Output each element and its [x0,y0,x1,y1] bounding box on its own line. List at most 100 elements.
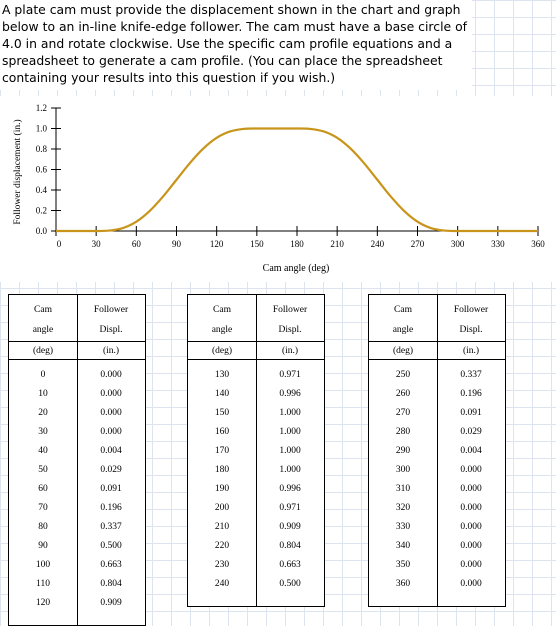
cam-angle-cell: 320 [395,502,411,513]
table-row: 360 0.000 [369,574,505,593]
displacement-cell: 0.971 [279,369,301,380]
x-axis-label: Cam angle (deg) [263,263,330,274]
table-row: 280 0.029 [369,422,505,441]
table-row: 150 1.000 [188,403,324,422]
table-row: 170 1.000 [188,441,324,460]
displacement-cell: 0.000 [460,540,482,551]
table-row: 120 0.909 [9,593,145,612]
table-row: 220 0.804 [188,536,324,555]
question-text: A plate cam must provide the displacemen… [0,0,472,90]
displacement-cell: 1.000 [279,407,301,418]
cam-angle-cell: 50 [38,464,48,475]
table-row: 210 0.909 [188,517,324,536]
x-tick-label: 180 [290,239,304,249]
header-follower-displ: Follower [272,305,308,315]
table-row: 40 0.004 [9,441,145,460]
x-tick-label: 150 [250,239,264,249]
table-row: 0 0.000 [9,365,145,384]
displacement-chart: 0.0 0.2 0.4 0.6 0.8 1.0 1.2 0 30 60 90 120 150 180 210… [0,96,556,282]
cam-angle-cell: 290 [395,445,411,456]
cam-angle-cell: 270 [395,407,411,418]
header-cam-angle: (deg) [211,346,233,356]
x-tick-label: 360 [531,239,545,249]
header-follower-displ: Follower [93,305,129,315]
table-row: 130 0.971 [188,365,324,384]
cam-angle-cell: 250 [395,369,411,380]
x-tick-label: 90 [172,239,182,249]
table-row: 100 0.663 [9,555,145,574]
x-tick-label: 240 [371,239,385,249]
displacement-tables: Cam Follower angle Displ. (deg) (in.) 0 0.000 10… [0,288,556,626]
displacement-cell: 0.500 [279,578,301,589]
cam-angle-cell: 230 [214,559,230,570]
displacement-cell: 0.996 [279,388,301,399]
cam-angle-cell: 70 [38,502,48,513]
x-tick-label: 210 [330,239,344,249]
table-row: 60 0.091 [9,479,145,498]
cam-angle-cell: 10 [38,388,48,399]
cam-angle-cell: 80 [38,521,48,532]
cam-angle-cell: 170 [214,445,230,456]
cam-angle-cell: 90 [38,540,48,551]
displacement-cell: 0.091 [460,407,482,418]
displacement-cell: 0.337 [460,369,482,380]
cam-angle-cell: 210 [214,521,230,532]
y-axis-label: Follower displacement (in.) [12,119,23,224]
cam-angle-cell: 200 [214,502,230,513]
displacement-cell: 0.663 [100,559,122,570]
table-row: 10 0.000 [9,384,145,403]
table-row: 50 0.029 [9,460,145,479]
table-row: 80 0.337 [9,517,145,536]
header-follower-displ: Displ. [99,325,123,335]
header-cam-angle: Cam [213,305,231,315]
displacement-cell: 0.000 [460,464,482,475]
table-row: 240 0.500 [188,574,324,593]
displacement-table-1: Cam Follower angle Displ. (deg) (in.) 0 0.000 10… [8,294,146,626]
x-tick-label: 270 [411,239,425,249]
cam-angle-cell: 150 [214,407,230,418]
cam-angle-cell: 180 [214,464,230,475]
header-follower-displ: Displ. [459,325,483,335]
cam-angle-cell: 40 [38,445,48,456]
displacement-cell: 0.196 [100,502,122,513]
header-follower-displ: (in.) [102,346,120,356]
displacement-cell: 0.909 [279,521,301,532]
header-cam-angle: angle [32,325,54,335]
table-row: 340 0.000 [369,536,505,555]
displacement-table-3: Cam Follower angle Displ. (deg) (in.) 250 0.337… [368,294,506,607]
displacement-chart-svg: 0.0 0.2 0.4 0.6 0.8 1.0 1.2 0 30 60 90 120 150 180 210… [12,103,545,274]
header-cam-angle: Cam [34,305,52,315]
table-row: 90 0.500 [9,536,145,555]
displacement-cell: 0.804 [100,578,122,589]
cam-angle-cell: 220 [214,540,230,551]
y-tick-label: 1.0 [36,124,48,134]
x-tick-label: 120 [210,239,224,249]
displacement-cell: 0.029 [100,464,122,475]
cam-angle-cell: 20 [38,407,48,418]
table-row: 110 0.804 [9,574,145,593]
table-row: 330 0.000 [369,517,505,536]
cam-angle-cell: 350 [395,559,411,570]
displacement-cell: 0.091 [100,483,122,494]
displacement-cell: 0.337 [100,521,122,532]
y-tick-label: 0.0 [36,226,48,236]
displacement-cell: 0.804 [279,540,301,551]
table-row: 350 0.000 [369,555,505,574]
displacement-cell: 0.000 [100,369,122,380]
displacement-cell: 0.996 [279,483,301,494]
header-follower-displ: (in.) [281,346,299,356]
table-row: 20 0.000 [9,403,145,422]
table-row: 290 0.004 [369,441,505,460]
table-row: 160 1.000 [188,422,324,441]
displacement-cell: 0.663 [279,559,301,570]
displacement-cell: 0.196 [460,388,482,399]
table-row: 30 0.000 [9,422,145,441]
displacement-cell: 0.000 [460,559,482,570]
cam-angle-cell: 310 [395,483,411,494]
x-tick-label: 330 [491,239,505,249]
table-row: 260 0.196 [369,384,505,403]
displacement-cell: 0.000 [100,388,122,399]
table-row: 180 1.000 [188,460,324,479]
header-cam-angle: (deg) [32,346,54,356]
header-follower-displ: Displ. [278,325,302,335]
